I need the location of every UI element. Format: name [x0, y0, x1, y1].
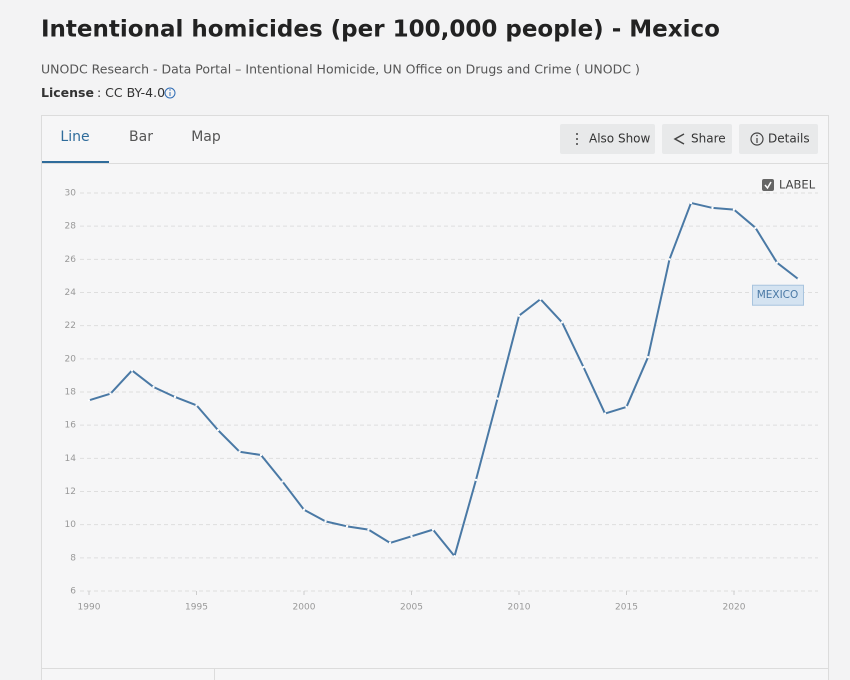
point	[775, 261, 779, 264]
y-tick-label: 8	[70, 553, 76, 563]
license-value: : CC BY-4.0	[97, 85, 165, 100]
x-tick-label: 1995	[185, 603, 208, 613]
y-tick-label: 10	[65, 520, 77, 530]
x-tick-label: 2010	[508, 603, 531, 613]
point	[453, 554, 456, 558]
point	[109, 392, 112, 395]
share-button[interactable]: Share	[662, 124, 732, 154]
point	[345, 525, 349, 528]
x-tick-label: 2005	[400, 603, 423, 613]
button-bg	[560, 124, 655, 154]
y-tick-label: 6	[70, 587, 76, 597]
y-tick-label: 16	[65, 421, 77, 431]
point	[646, 355, 650, 359]
license-label: License	[41, 85, 94, 100]
panel	[41, 115, 829, 680]
info-icon[interactable]	[164, 87, 176, 99]
y-tick-label: 30	[65, 189, 77, 199]
x-tick-label: 2020	[723, 603, 746, 613]
point	[711, 206, 714, 210]
y-tick-label: 20	[65, 354, 77, 364]
y-tick-label: 26	[65, 255, 77, 265]
series-label: MEXICO	[757, 289, 799, 301]
x-tick-label: 2015	[615, 603, 638, 613]
point	[388, 541, 392, 545]
y-tick-label: 14	[65, 454, 77, 464]
y-tick-label: 22	[65, 321, 76, 331]
point	[238, 450, 241, 453]
point	[668, 258, 671, 261]
point	[87, 399, 91, 402]
point	[324, 520, 327, 523]
point	[130, 369, 134, 372]
checkbox-label: LABEL	[779, 178, 816, 192]
series-line	[88, 201, 800, 558]
source: UNODC Research - Data Portal – Intention…	[41, 62, 640, 77]
point	[259, 453, 263, 457]
x-tick-label: 2000	[293, 603, 316, 613]
y-tick-label: 24	[65, 288, 77, 298]
checkbox	[762, 179, 774, 191]
point	[582, 365, 585, 369]
point	[797, 278, 800, 281]
point	[496, 397, 499, 400]
point	[539, 297, 542, 301]
point	[603, 412, 607, 415]
page-title: Intentional homicides (per 100,000 peopl…	[41, 17, 720, 43]
label-toggle[interactable]: LABEL	[762, 178, 816, 192]
also-show-button[interactable]: Also Show	[560, 124, 655, 154]
button-bg	[662, 124, 732, 154]
point	[517, 314, 521, 317]
tab[interactable]: Bar	[129, 129, 153, 145]
point	[281, 480, 284, 483]
y-tick-label: 18	[65, 388, 77, 398]
point	[173, 395, 177, 399]
y-tick-label: 28	[65, 222, 77, 232]
point	[754, 226, 757, 230]
point	[302, 508, 306, 511]
details-button[interactable]: Details	[739, 124, 818, 154]
point	[689, 201, 693, 205]
point	[474, 478, 478, 482]
series-label-box	[752, 284, 804, 306]
point	[431, 528, 435, 531]
point	[216, 428, 220, 432]
tab[interactable]: Line	[60, 129, 89, 145]
point	[625, 405, 628, 409]
x-tick-label: 1990	[78, 603, 101, 613]
button-label: Also Show	[589, 132, 651, 146]
tab[interactable]: Map	[191, 129, 221, 145]
point	[195, 404, 198, 407]
button-bg	[739, 124, 818, 154]
point	[152, 385, 155, 389]
point	[410, 535, 413, 538]
point	[560, 321, 564, 324]
point	[367, 528, 370, 531]
plot: 6 8 10 12 14 16 18 20 22 24 26 28 30 1990 1995 2000 2005…	[65, 189, 818, 613]
button-label: Details	[768, 132, 810, 146]
button-label: Share	[691, 132, 726, 146]
y-tick-label: 12	[65, 487, 76, 497]
license: License: CC BY-4.0	[41, 85, 165, 100]
point	[732, 208, 736, 211]
